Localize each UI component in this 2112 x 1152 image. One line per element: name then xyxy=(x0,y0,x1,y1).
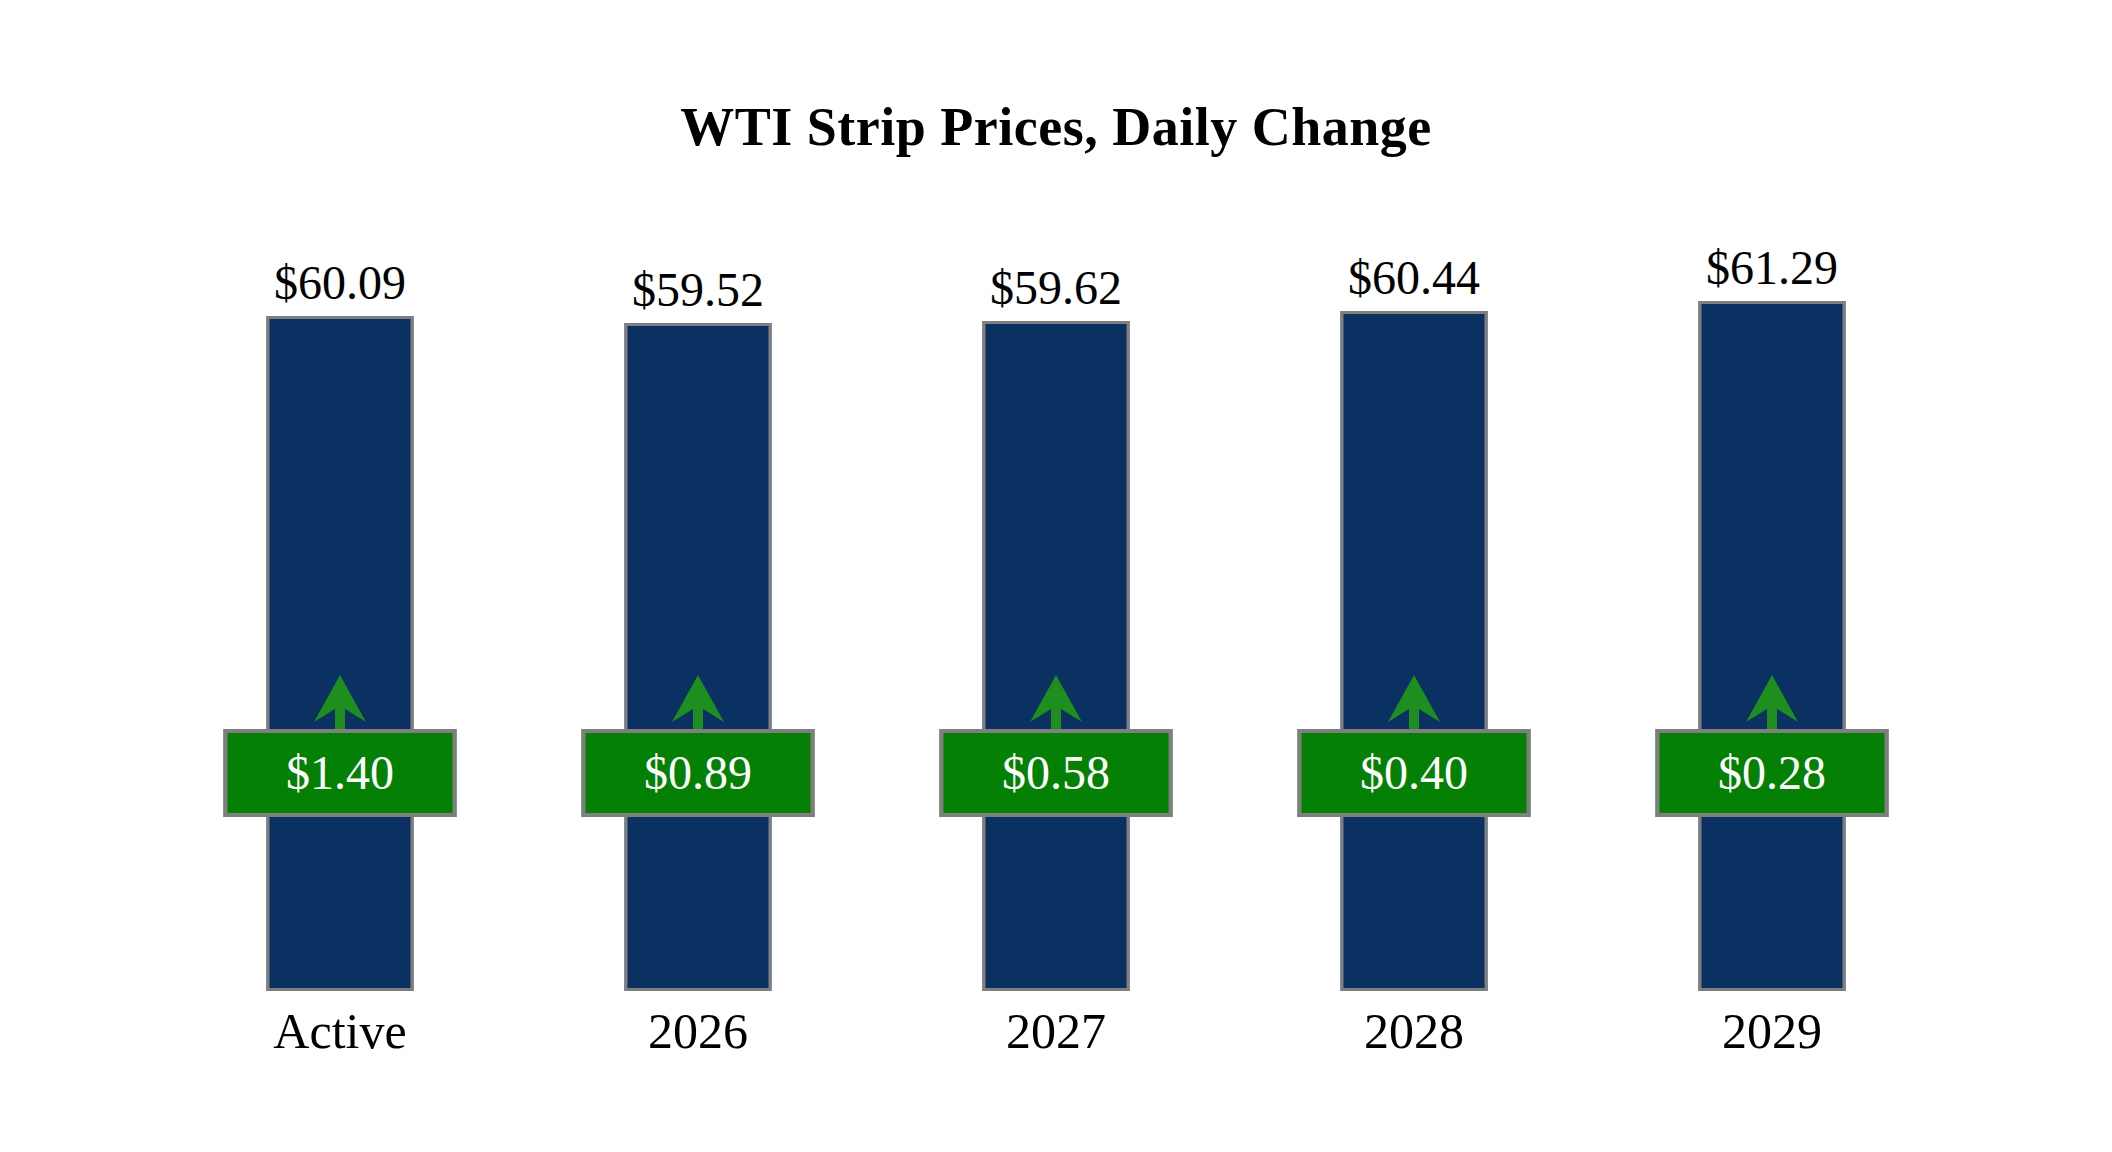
daily-change-badge: $1.40 xyxy=(224,729,457,817)
bar-column-2026: $59.52 $0.89 2026 xyxy=(519,0,877,1152)
bar-columns: $60.09 $1.40 Active $59.52 $0.89 2026 $5… xyxy=(161,0,1951,1152)
category-label: 2029 xyxy=(1593,1002,1951,1060)
daily-change-badge: $0.89 xyxy=(582,729,815,817)
up-arrow-icon xyxy=(1028,675,1084,729)
price-label: $60.09 xyxy=(161,255,519,310)
daily-change-badge: $0.40 xyxy=(1298,729,1531,817)
strip-price-bar xyxy=(267,316,414,991)
strip-price-bar xyxy=(1341,311,1488,991)
daily-change-label: $1.40 xyxy=(286,749,394,797)
strip-price-bar xyxy=(1699,301,1846,991)
daily-change-label: $0.58 xyxy=(1002,749,1110,797)
price-label: $60.44 xyxy=(1235,250,1593,305)
bar-column-2029: $61.29 $0.28 2029 xyxy=(1593,0,1951,1152)
category-label: 2027 xyxy=(877,1002,1235,1060)
price-label: $59.62 xyxy=(877,260,1235,315)
daily-change-badge: $0.28 xyxy=(1656,729,1889,817)
category-label: Active xyxy=(161,1002,519,1060)
daily-change-label: $0.89 xyxy=(644,749,752,797)
strip-price-bar xyxy=(625,323,772,991)
category-label: 2026 xyxy=(519,1002,877,1060)
strip-price-bar xyxy=(983,321,1130,991)
bar-column-2028: $60.44 $0.40 2028 xyxy=(1235,0,1593,1152)
up-arrow-icon xyxy=(1744,675,1800,729)
up-arrow-icon xyxy=(670,675,726,729)
price-label: $61.29 xyxy=(1593,240,1951,295)
up-arrow-icon xyxy=(1386,675,1442,729)
up-arrow-icon xyxy=(312,675,368,729)
bar-column-2027: $59.62 $0.58 2027 xyxy=(877,0,1235,1152)
category-label: 2028 xyxy=(1235,1002,1593,1060)
price-label: $59.52 xyxy=(519,262,877,317)
wti-strip-chart: WTI Strip Prices, Daily Change $60.09 $1… xyxy=(0,0,2112,1152)
daily-change-label: $0.28 xyxy=(1718,749,1826,797)
bar-column-active: $60.09 $1.40 Active xyxy=(161,0,519,1152)
daily-change-label: $0.40 xyxy=(1360,749,1468,797)
daily-change-badge: $0.58 xyxy=(940,729,1173,817)
